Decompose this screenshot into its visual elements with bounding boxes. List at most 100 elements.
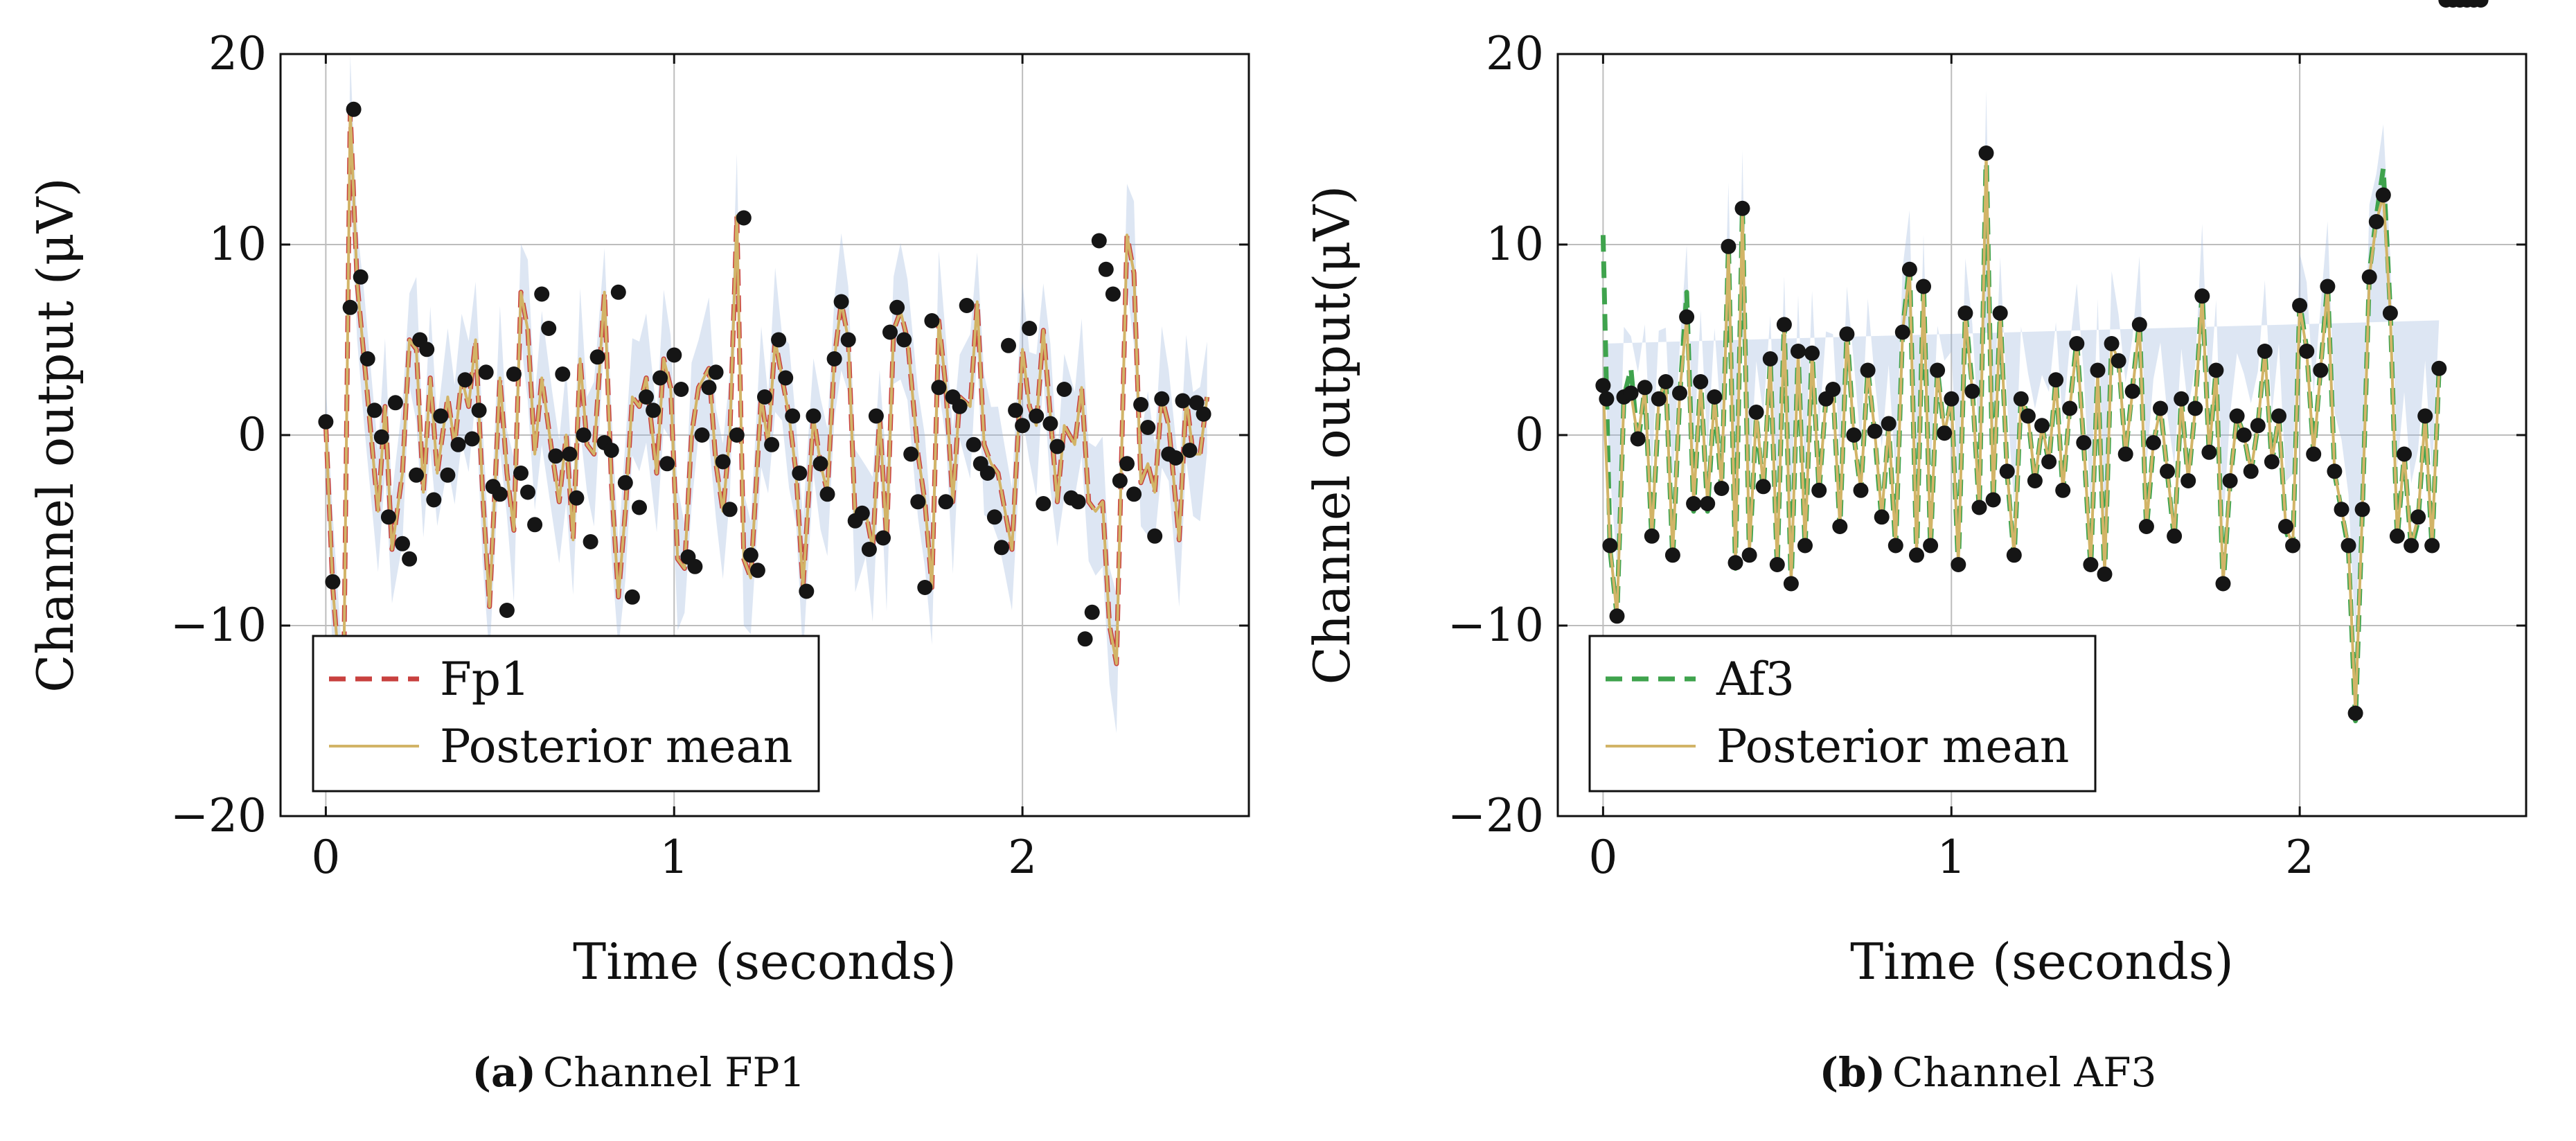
caption-b-text: Channel AF3 — [1892, 1049, 2156, 1096]
y-tick-label: 20 — [1486, 27, 1544, 80]
observation-point — [2097, 566, 2113, 582]
observation-point — [366, 403, 382, 418]
observation-point — [471, 403, 487, 418]
observation-point — [1894, 324, 1910, 340]
observation-point — [2145, 435, 2161, 450]
observation-point — [1133, 397, 1149, 412]
observation-point — [924, 313, 940, 328]
caption-a: (a) Channel FP1 — [472, 1049, 806, 1096]
observation-point — [1874, 509, 1890, 525]
observation-point — [2299, 344, 2315, 359]
observation-point — [1609, 608, 1625, 624]
y-tick-label: −10 — [1448, 599, 1544, 652]
observation-point — [1825, 382, 1841, 397]
observation-point — [478, 364, 494, 380]
observation-point — [534, 286, 550, 302]
y-axis-label: Channel output(μV) — [1303, 186, 1361, 685]
observation-point — [1734, 200, 1750, 216]
observation-point — [666, 347, 682, 363]
observation-point — [506, 366, 522, 382]
observation-point — [833, 294, 849, 310]
observation-point — [1070, 494, 1086, 510]
observation-point — [708, 364, 724, 380]
observation-point — [1916, 278, 1931, 294]
observation-point — [910, 494, 926, 510]
observation-point — [799, 583, 815, 599]
observation-point — [764, 436, 780, 452]
observation-point — [896, 332, 912, 348]
observation-point — [2006, 547, 2022, 563]
observation-point — [2083, 557, 2099, 572]
observation-point — [2208, 362, 2224, 378]
observation-point — [2389, 528, 2405, 544]
observation-point — [2229, 408, 2245, 424]
observation-point — [1727, 555, 1743, 571]
observation-point — [2034, 418, 2050, 434]
observation-point — [1839, 326, 1855, 342]
observation-point — [1637, 380, 1653, 396]
observation-point — [2320, 278, 2336, 294]
observation-point — [701, 380, 717, 396]
observation-point — [1978, 145, 1994, 161]
observation-point — [1599, 391, 1615, 407]
observation-point — [2111, 353, 2126, 369]
legend-box — [312, 635, 820, 793]
observation-point — [2368, 214, 2384, 229]
observation-point — [673, 382, 689, 397]
observation-point — [464, 431, 480, 447]
legend-label-fp1: Fp1 — [440, 653, 530, 706]
legend-box — [1588, 635, 2097, 793]
observation-point — [617, 475, 633, 490]
observation-point — [715, 454, 731, 470]
observation-point — [1098, 261, 1114, 277]
observation-point — [806, 408, 821, 424]
uncertainty-band — [1603, 90, 2440, 642]
observation-point — [1105, 286, 1121, 302]
observation-point — [1672, 385, 1687, 401]
observation-point — [2013, 391, 2029, 407]
observation-point — [583, 534, 598, 549]
observation-point — [2278, 519, 2293, 534]
observation-point — [2069, 336, 2085, 351]
observation-point — [2236, 427, 2252, 443]
observation-point — [1846, 427, 1862, 443]
observation-point — [1008, 403, 1024, 418]
observation-point — [2055, 482, 2071, 498]
observation-point — [1985, 492, 2001, 508]
observation-point — [1741, 547, 1757, 563]
observation-point — [548, 448, 564, 464]
observation-point — [2222, 473, 2238, 488]
observation-point — [1714, 481, 1730, 496]
observation-point — [840, 332, 856, 348]
observation-point — [2250, 418, 2266, 434]
uncertainty-band — [326, 54, 1207, 771]
observation-point — [2167, 528, 2183, 544]
observation-point — [1029, 408, 1045, 424]
observation-point — [2062, 400, 2078, 416]
observation-point — [1776, 317, 1792, 333]
observation-point — [395, 536, 410, 551]
panel-a: 0 1 2 −20 −10 0 10 20 Channel output (μV) Time … — [26, 27, 1250, 1096]
y-tick-label: −20 — [170, 789, 267, 842]
observation-point — [826, 351, 842, 366]
observation-point — [952, 398, 968, 414]
observation-point — [562, 446, 578, 462]
observation-point — [541, 321, 557, 336]
observation-point — [450, 436, 466, 452]
observation-point — [2347, 705, 2363, 721]
observation-point — [2271, 408, 2286, 424]
y-tick-label: −20 — [1448, 789, 1544, 842]
observation-point — [520, 484, 535, 500]
observation-point — [1126, 486, 1142, 502]
observation-point — [812, 456, 828, 472]
observation-point — [652, 370, 668, 386]
observation-point — [1951, 557, 1966, 572]
observation-point — [1971, 499, 1987, 515]
observation-point — [1679, 309, 1695, 325]
observation-point — [1901, 261, 1917, 277]
observation-point — [1860, 362, 1876, 378]
observation-point — [610, 284, 626, 300]
observation-point — [1693, 374, 1709, 389]
observation-point — [346, 101, 362, 117]
observation-point — [986, 509, 1002, 525]
